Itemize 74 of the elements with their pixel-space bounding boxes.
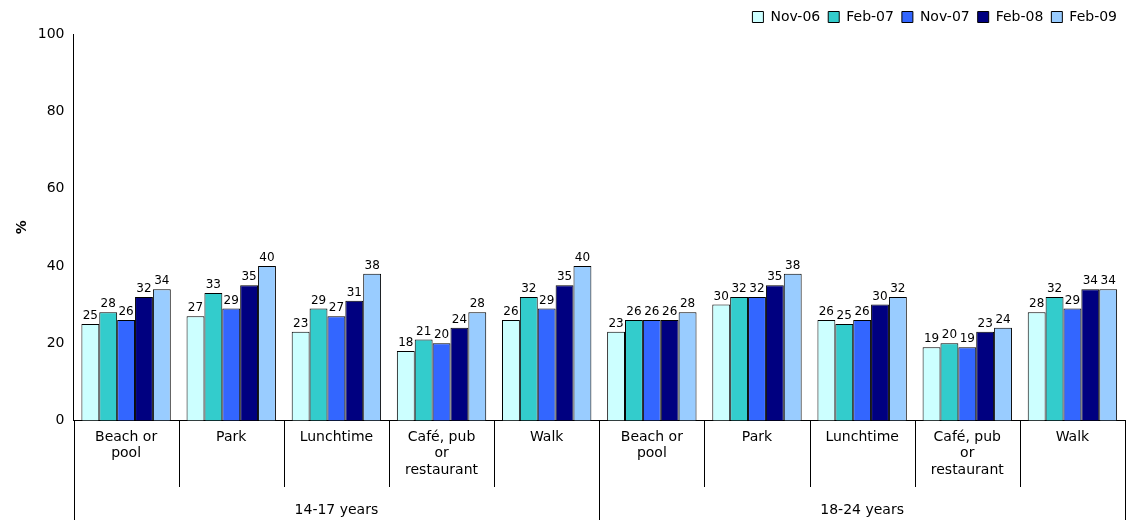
data-label: 40 <box>259 250 275 265</box>
x-tick-label: Walk <box>1055 427 1091 444</box>
data-label: 35 <box>241 269 257 284</box>
legend-label: Nov-07 <box>919 7 970 24</box>
data-label: 23 <box>608 315 624 330</box>
data-label: 33 <box>205 277 222 292</box>
text: 18-24 years <box>820 500 904 517</box>
data-label: 27 <box>187 300 204 315</box>
data-label: 25 <box>836 308 852 323</box>
data-label: 20 <box>433 327 450 342</box>
data-label: 24 <box>451 311 468 326</box>
legend-label: Feb-09 <box>1069 7 1117 24</box>
data-label: 29 <box>1064 292 1081 307</box>
data-label: 30 <box>713 288 729 303</box>
data-label: 35 <box>767 269 783 284</box>
data-label: 20 <box>941 327 958 342</box>
y-axis-title: % <box>13 220 30 235</box>
data-label: 38 <box>785 257 801 272</box>
x-tick-label: Park <box>741 427 773 444</box>
data-label: 31 <box>346 284 362 299</box>
data-label: 26 <box>818 304 835 319</box>
x-tick-label: Walk <box>529 427 565 444</box>
y-tick-label: 20 <box>46 333 65 350</box>
data-label: 25 <box>82 308 98 323</box>
data-label: 26 <box>662 304 678 319</box>
data-label: 27 <box>328 300 345 315</box>
data-label: 34 <box>1082 273 1098 288</box>
data-label: 29 <box>223 292 239 307</box>
data-label: 35 <box>556 269 573 284</box>
y-tick-label: 80 <box>46 101 65 118</box>
data-label: 21 <box>416 323 432 338</box>
data-label: 32 <box>1046 281 1063 296</box>
x-tick-label: Lunchtime <box>299 427 374 444</box>
legend-label: Feb-08 <box>995 7 1044 24</box>
data-label: 28 <box>679 296 696 311</box>
data-label: 29 <box>310 292 327 307</box>
data-label: 18 <box>398 335 414 350</box>
x-tick-label: Beach or pool <box>95 427 158 461</box>
data-label: 32 <box>890 281 906 296</box>
data-label: 28 <box>469 296 485 311</box>
data-label: 34 <box>1100 273 1116 288</box>
x-tick-label: Park <box>216 427 248 444</box>
data-label: 30 <box>872 288 888 303</box>
data-label: 32 <box>521 281 537 296</box>
data-label: 19 <box>923 331 940 346</box>
legend-label: Nov-06 <box>770 7 821 24</box>
data-label: 26 <box>626 304 642 319</box>
x-tick-label: Café, pub or restaurant <box>930 427 1005 478</box>
y-tick-label: 0 <box>55 411 65 428</box>
x-tick-label: Café, pub or restaurant <box>405 427 479 478</box>
x-tick-label: Beach or pool <box>620 427 684 461</box>
data-label: 32 <box>731 281 747 296</box>
data-label: 32 <box>749 281 765 296</box>
data-label: 26 <box>854 304 870 319</box>
y-tick-label: 100 <box>37 24 65 41</box>
data-label: 28 <box>1029 296 1045 311</box>
data-label: 38 <box>364 257 380 272</box>
data-label: 26 <box>118 304 134 319</box>
legend-label: Feb-07 <box>846 7 894 24</box>
data-label: 29 <box>539 292 555 307</box>
text: 14-17 years <box>294 500 379 517</box>
data-label: 26 <box>503 304 519 319</box>
data-label: 32 <box>136 281 152 296</box>
data-label: 26 <box>644 304 660 319</box>
data-label: 40 <box>574 250 591 265</box>
y-tick-label: 40 <box>46 256 65 273</box>
y-tick-label: 60 <box>46 179 65 196</box>
x-tick-label: Lunchtime <box>825 427 899 444</box>
data-label: 24 <box>995 311 1011 326</box>
data-label: 23 <box>977 315 993 330</box>
data-label: 28 <box>100 296 116 311</box>
data-label: 19 <box>959 331 975 346</box>
data-label: 34 <box>154 273 170 288</box>
data-label: 23 <box>293 315 309 330</box>
